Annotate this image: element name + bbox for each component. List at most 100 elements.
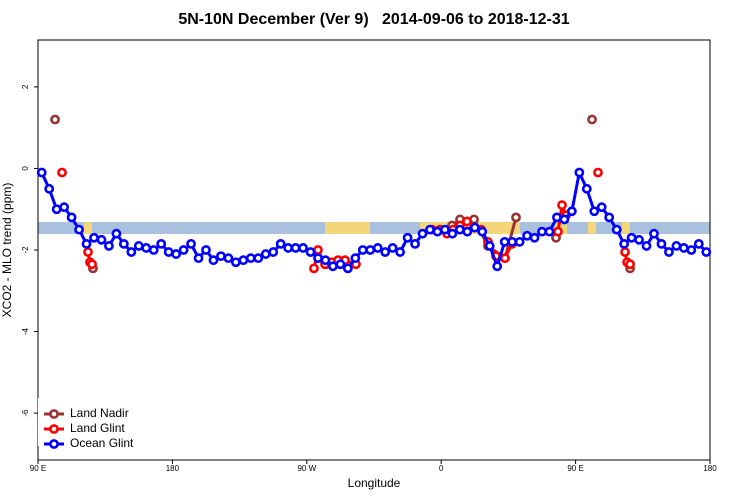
- data-point: [328, 261, 338, 272]
- data-point: [365, 245, 376, 255]
- data-point: [701, 247, 712, 257]
- data-point: [298, 243, 308, 253]
- data-point: [477, 226, 488, 237]
- data-point: [275, 238, 286, 249]
- data-point: [57, 167, 67, 178]
- x-axis-label: Longitude: [348, 476, 401, 490]
- data-point: [566, 206, 577, 217]
- data-point: [111, 228, 122, 239]
- data-point: [66, 212, 77, 223]
- y-tick-label: -6: [21, 409, 30, 417]
- data-point: [529, 232, 540, 243]
- data-point: [574, 167, 585, 178]
- data-point: [641, 241, 652, 251]
- ocean-strip: [38, 222, 710, 234]
- data-point: [611, 224, 622, 235]
- x-tick-label: 90 E: [30, 464, 46, 473]
- data-point: [559, 214, 570, 225]
- data-point: [678, 243, 689, 253]
- data-point: [208, 255, 219, 266]
- y-tick-label: -2: [21, 246, 30, 254]
- data-point: [268, 247, 279, 257]
- data-point: [492, 261, 503, 272]
- y-tick-label: -4: [21, 327, 30, 335]
- legend-label: Land Nadir: [70, 406, 129, 420]
- data-point: [335, 259, 346, 270]
- data-point: [50, 114, 60, 125]
- data-point: [133, 241, 144, 251]
- x-tick-label: 90 E: [567, 464, 583, 473]
- data-point: [671, 241, 682, 251]
- land-ocean-strip: [38, 222, 710, 234]
- data-point: [238, 255, 249, 266]
- land-patch: [588, 222, 596, 234]
- data-point: [230, 257, 241, 268]
- data-point: [193, 253, 204, 264]
- data-point: [245, 253, 256, 264]
- data-point: [148, 245, 159, 255]
- data-point: [305, 247, 316, 257]
- data-point: [462, 226, 473, 237]
- data-point: [141, 243, 152, 253]
- data-point: [87, 259, 97, 270]
- data-point: [664, 247, 674, 257]
- data-point: [51, 204, 62, 215]
- data-point: [500, 253, 510, 264]
- data-point: [59, 202, 70, 213]
- data-point: [260, 249, 271, 259]
- data-point: [309, 263, 319, 274]
- data-point: [253, 253, 264, 264]
- x-tick-label: 0: [439, 464, 444, 473]
- data-point: [619, 238, 630, 249]
- data-point: [380, 247, 391, 257]
- data-point: [557, 200, 567, 211]
- data-point: [499, 236, 510, 247]
- data-point: [425, 224, 435, 235]
- data-point: [604, 212, 615, 223]
- x-tick-label: 180: [166, 464, 180, 473]
- data-point: [693, 238, 704, 249]
- data-point: [171, 249, 182, 259]
- data-point: [537, 226, 547, 237]
- data-point: [589, 206, 600, 217]
- data-point: [320, 255, 331, 266]
- data-point: [74, 224, 84, 235]
- land-patch: [622, 222, 630, 234]
- data-point: [417, 228, 428, 239]
- data-point: [625, 259, 636, 270]
- legend-box: [38, 398, 148, 446]
- legend-marker: [49, 424, 59, 434]
- data-point: [387, 243, 398, 253]
- data-point: [104, 241, 114, 251]
- data-point: [156, 238, 167, 249]
- data-point: [290, 243, 301, 253]
- data-point: [410, 238, 420, 249]
- y-tick-label: 2: [21, 84, 30, 89]
- data-point: [544, 226, 555, 237]
- data-point: [514, 236, 525, 247]
- data-point: [454, 224, 465, 235]
- data-point: [626, 232, 637, 243]
- chart-title: 5N-10N December (Ver 9) 2014-09-06 to 20…: [178, 11, 569, 28]
- data-point: [686, 245, 697, 255]
- data-point: [96, 234, 107, 245]
- data-point: [83, 247, 93, 257]
- y-axis-label: XCO2 - MLO trend (ppm): [0, 183, 14, 318]
- data-point: [484, 241, 495, 251]
- land-patch: [84, 222, 92, 234]
- data-point: [395, 247, 406, 257]
- data-point: [432, 226, 443, 237]
- data-point: [440, 224, 450, 235]
- legend-label: Ocean Glint: [70, 436, 134, 450]
- land-patch: [325, 222, 370, 234]
- data-point: [357, 245, 368, 255]
- data-point: [581, 183, 592, 194]
- data-point: [462, 216, 472, 227]
- data-point: [313, 245, 323, 255]
- data-point: [402, 232, 413, 243]
- data-point: [313, 253, 323, 264]
- legend-label: Land Glint: [70, 421, 125, 435]
- data-point: [44, 183, 55, 194]
- data-point: [350, 253, 361, 264]
- data-point: [81, 238, 92, 249]
